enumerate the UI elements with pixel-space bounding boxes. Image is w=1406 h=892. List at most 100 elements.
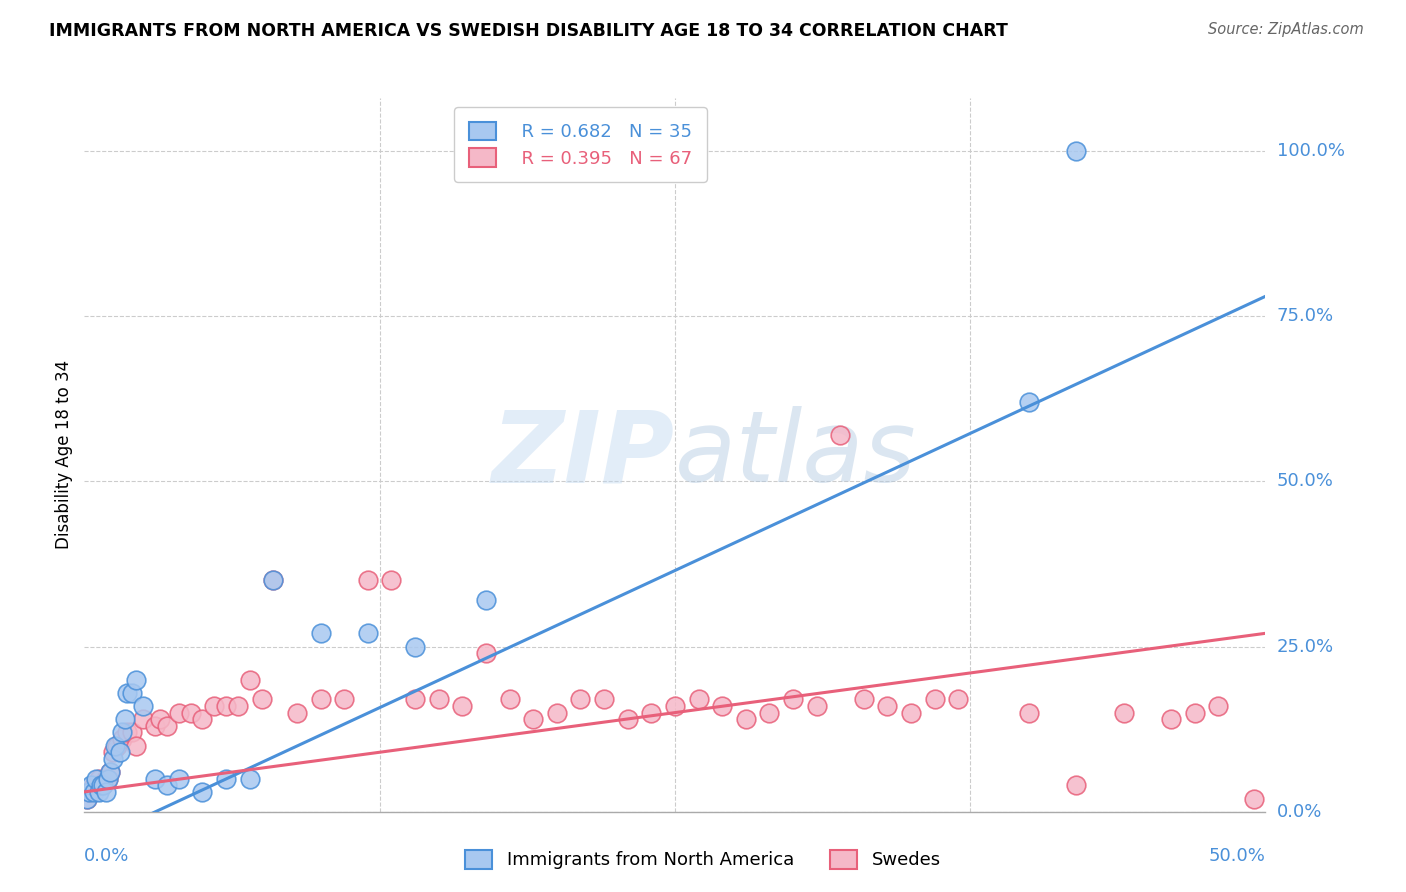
Point	[132, 712, 155, 726]
Point	[115, 686, 138, 700]
Point	[97, 772, 120, 786]
Point	[357, 574, 380, 588]
Point	[664, 698, 686, 713]
Point	[427, 692, 450, 706]
Text: 50.0%: 50.0%	[1209, 847, 1265, 865]
Point	[108, 745, 131, 759]
Text: ZIP: ZIP	[492, 407, 675, 503]
Point	[404, 640, 426, 654]
Text: 50.0%: 50.0%	[1277, 473, 1333, 491]
Point	[593, 692, 616, 706]
Point	[98, 765, 121, 780]
Point	[125, 739, 148, 753]
Point	[333, 692, 356, 706]
Point	[91, 778, 114, 792]
Text: Source: ZipAtlas.com: Source: ZipAtlas.com	[1208, 22, 1364, 37]
Point	[640, 706, 662, 720]
Point	[101, 745, 124, 759]
Text: atlas: atlas	[675, 407, 917, 503]
Point	[734, 712, 756, 726]
Point	[239, 673, 262, 687]
Point	[107, 739, 129, 753]
Text: 75.0%: 75.0%	[1277, 307, 1334, 326]
Point	[404, 692, 426, 706]
Point	[87, 785, 110, 799]
Point	[1206, 698, 1229, 713]
Point	[104, 739, 127, 753]
Text: 100.0%: 100.0%	[1277, 142, 1344, 160]
Point	[84, 778, 107, 792]
Point	[114, 712, 136, 726]
Point	[498, 692, 520, 706]
Point	[475, 646, 498, 660]
Point	[758, 706, 780, 720]
Point	[115, 725, 138, 739]
Point	[262, 574, 284, 588]
Point	[167, 706, 190, 720]
Legend:   R = 0.682   N = 35,   R = 0.395   N = 67: R = 0.682 N = 35, R = 0.395 N = 67	[454, 107, 707, 182]
Point	[111, 732, 134, 747]
Point	[688, 692, 710, 706]
Point	[1018, 706, 1040, 720]
Point	[451, 698, 474, 713]
Point	[215, 698, 238, 713]
Point	[121, 725, 143, 739]
Point	[711, 698, 734, 713]
Point	[84, 772, 107, 786]
Point	[900, 706, 922, 720]
Point	[149, 712, 172, 726]
Point	[1243, 791, 1265, 805]
Point	[101, 752, 124, 766]
Point	[806, 698, 828, 713]
Point	[852, 692, 875, 706]
Point	[569, 692, 592, 706]
Point	[924, 692, 946, 706]
Point	[167, 772, 190, 786]
Point	[546, 706, 568, 720]
Point	[1066, 778, 1088, 792]
Point	[97, 772, 120, 786]
Point	[94, 772, 117, 786]
Point	[782, 692, 804, 706]
Point	[80, 778, 103, 792]
Point	[475, 593, 498, 607]
Point	[143, 772, 166, 786]
Point	[357, 626, 380, 640]
Point	[262, 574, 284, 588]
Point	[616, 712, 638, 726]
Point	[830, 428, 852, 442]
Point	[98, 765, 121, 780]
Point	[1184, 706, 1206, 720]
Point	[77, 785, 100, 799]
Legend: Immigrants from North America, Swedes: Immigrants from North America, Swedes	[456, 841, 950, 879]
Point	[132, 698, 155, 713]
Point	[156, 778, 179, 792]
Point	[1160, 712, 1182, 726]
Point	[191, 712, 214, 726]
Point	[77, 785, 100, 799]
Point	[546, 144, 568, 158]
Point	[191, 785, 214, 799]
Point	[1112, 706, 1135, 720]
Point	[664, 144, 686, 158]
Y-axis label: Disability Age 18 to 34: Disability Age 18 to 34	[55, 360, 73, 549]
Point	[143, 719, 166, 733]
Point	[226, 698, 249, 713]
Point	[1018, 395, 1040, 409]
Point	[309, 692, 332, 706]
Point	[76, 791, 98, 805]
Text: IMMIGRANTS FROM NORTH AMERICA VS SWEDISH DISABILITY AGE 18 TO 34 CORRELATION CHA: IMMIGRANTS FROM NORTH AMERICA VS SWEDISH…	[49, 22, 1008, 40]
Point	[202, 698, 225, 713]
Point	[76, 791, 98, 805]
Text: 0.0%: 0.0%	[1277, 803, 1322, 821]
Point	[94, 785, 117, 799]
Point	[111, 725, 134, 739]
Point	[83, 785, 105, 799]
Point	[1066, 144, 1088, 158]
Point	[876, 698, 898, 713]
Point	[215, 772, 238, 786]
Point	[309, 626, 332, 640]
Point	[948, 692, 970, 706]
Point	[121, 686, 143, 700]
Point	[125, 673, 148, 687]
